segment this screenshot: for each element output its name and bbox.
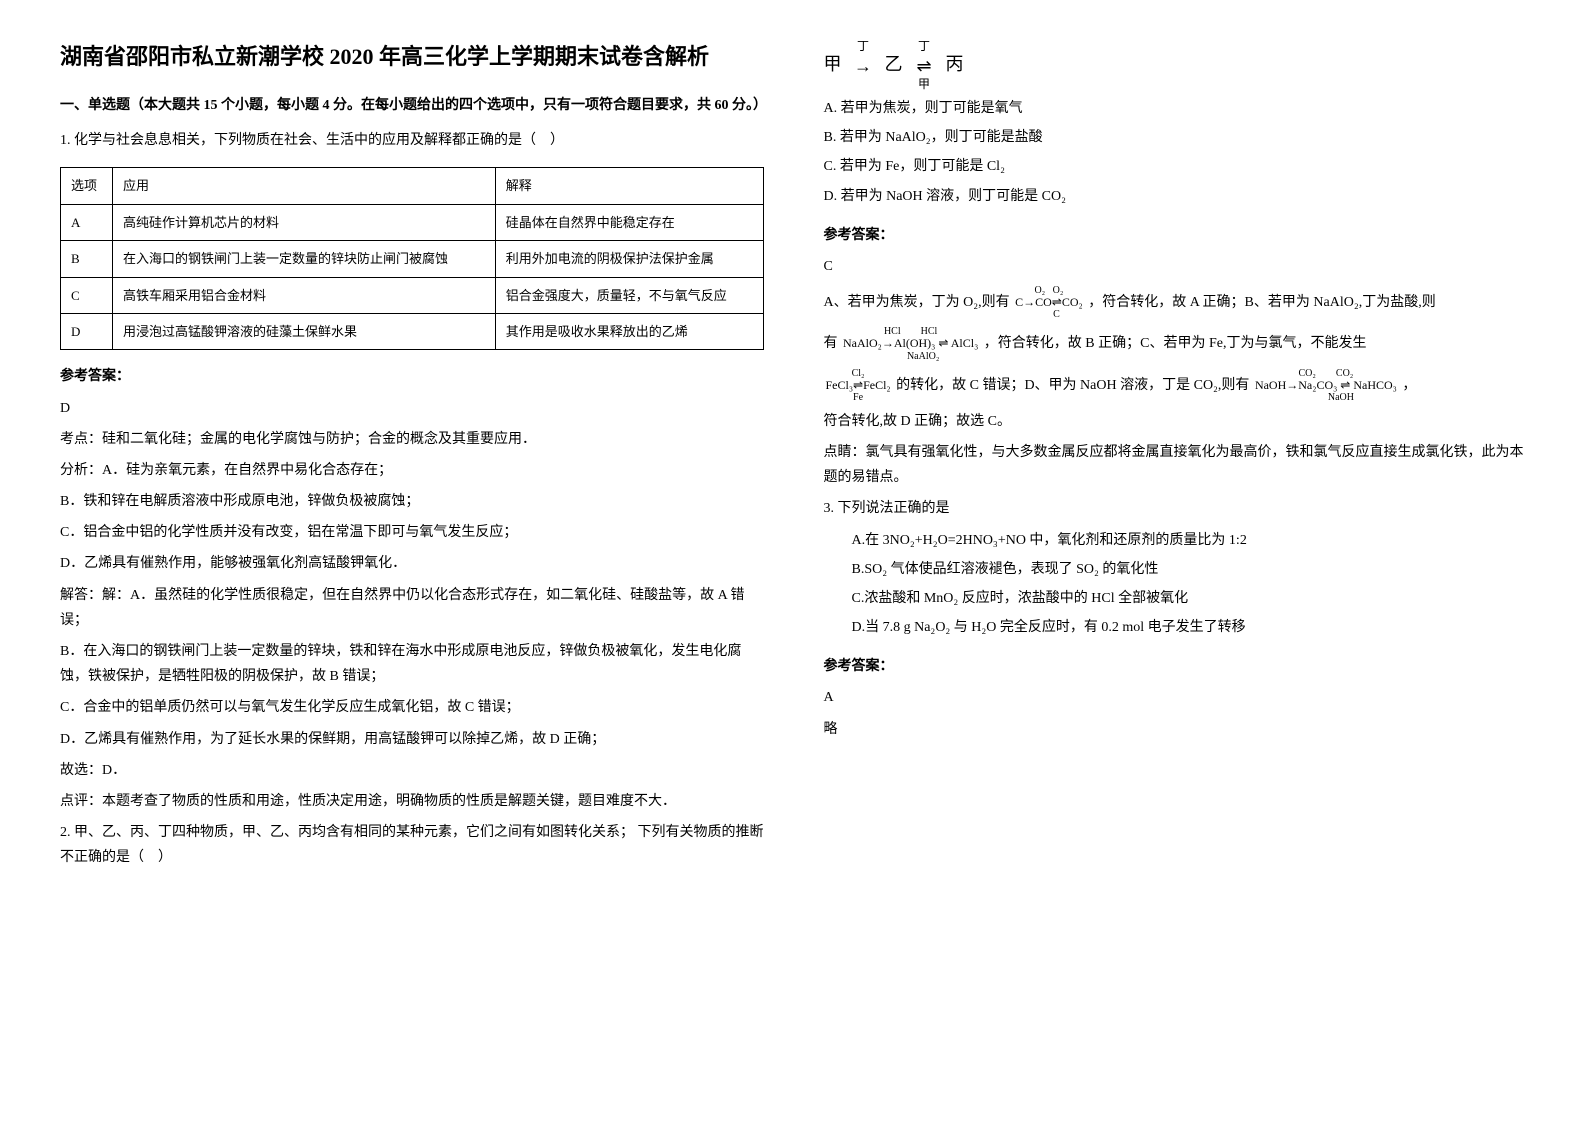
cell: A: [61, 204, 113, 240]
table-row: C 高铁车厢采用铝合金材料 铝合金强度大，质量轻，不与氧气反应: [61, 277, 764, 313]
left-column: 湖南省邵阳市私立新潮学校 2020 年高三化学上学期期末试卷含解析 一、单选题（…: [60, 40, 764, 877]
q1-jieda-b: B．在入海口的钢铁闸门上装一定数量的锌块，铁和锌在海水中形成原电池反应，锌做负极…: [60, 639, 764, 689]
q1-stem: 1. 化学与社会息息相关，下列物质在社会、生活中的应用及解释都正确的是（ ）: [60, 128, 764, 153]
q2-option-c: C. 若甲为 Fe，则丁可能是 Cl₂: [824, 154, 1528, 179]
cell: D: [61, 313, 113, 349]
arrow-top-label: 丁: [846, 36, 880, 58]
q2-option-d: D. 若甲为 NaOH 溶液，则丁可能是 CO₂: [824, 184, 1528, 209]
text: A、若甲为焦炭，丁为 O₂,则有: [824, 295, 1010, 310]
arrow-top-label: 丁: [907, 36, 941, 58]
q3-option-a: A.在 3NO₂+H₂O=2HNO₃+NO 中，氧化剂和还原剂的质量比为 1:2: [824, 528, 1528, 553]
q2-option-a: A. 若甲为焦炭，则丁可能是氧气: [824, 96, 1528, 121]
q1-table: 选项 应用 解释 A 高纯硅作计算机芯片的材料 硅晶体在自然界中能稳定存在 B …: [60, 167, 764, 350]
part1-heading: 一、单选题（本大题共 15 个小题，每小题 4 分。在每小题给出的四个选项中，只…: [60, 93, 764, 118]
q2-stem: 2. 甲、乙、丙、丁四种物质，甲、乙、丙均含有相同的某种元素，它们之间有如图转化…: [60, 820, 764, 870]
q1-kaodian: 考点：硅和二氧化硅；金属的电化学腐蚀与防护；合金的概念及其重要应用．: [60, 427, 764, 452]
q3-stem: 3. 下列说法正确的是: [824, 496, 1528, 521]
table-row: D 用浸泡过高锰酸钾溶液的硅藻土保鲜水果 其作用是吸收水果释放出的乙烯: [61, 313, 764, 349]
q1-answer: D: [60, 396, 764, 421]
text: 有: [824, 336, 838, 351]
q3-option-b: B.SO₂ 气体使品红溶液褪色，表现了 SO₂ 的氧化性: [824, 557, 1528, 582]
q1-answer-label: 参考答案：: [60, 364, 764, 389]
q1-guxuan: 故选：D．: [60, 758, 764, 783]
doc-title: 湖南省邵阳市私立新潮学校 2020 年高三化学上学期期末试卷含解析: [60, 40, 764, 73]
cell: 高纯硅作计算机芯片的材料: [113, 204, 496, 240]
cell: 利用外加电流的阴极保护法保护金属: [495, 241, 763, 277]
node-jia: 甲: [824, 54, 842, 74]
th-option: 选项: [61, 168, 113, 204]
cell: C: [61, 277, 113, 313]
cell: 其作用是吸收水果释放出的乙烯: [495, 313, 763, 349]
text: ，符合转化，故 B 正确；C、若甲为 Fe,丁为与氯气，不能发生: [984, 336, 1367, 351]
q1-fenxi-a: 分析：A．硅为亲氧元素，在自然界中易化合态存在；: [60, 458, 764, 483]
q2-answer: C: [824, 254, 1528, 279]
formula-naalo2: HCl HCl NaAlO₂→Al(OH)₃ ⇌ AlCl₃ NaAlO₂: [843, 326, 978, 361]
cell: B: [61, 241, 113, 277]
q2-explain-a: A、若甲为焦炭，丁为 O₂,则有 O₂ O₂ C→CO⇌CO₂ C ，符合转化，…: [824, 285, 1528, 320]
th-app: 应用: [113, 168, 496, 204]
cell: 铝合金强度大，质量轻，不与氧气反应: [495, 277, 763, 313]
arrow-2: 丁 ⇌ 甲: [907, 50, 941, 82]
formula-fecl: Cl₂ FeCl₃⇌FeCl₂ Fe: [826, 368, 891, 403]
formula-naoh: CO₂ CO₂ NaOH→Na₂CO₃ ⇌ NaHCO₃ NaOH: [1255, 368, 1397, 403]
q3-lue: 略: [824, 717, 1528, 742]
th-exp: 解释: [495, 168, 763, 204]
node-bing: 丙: [946, 54, 964, 74]
q2-explain-b: 有 HCl HCl NaAlO₂→Al(OH)₃ ⇌ AlCl₃ NaAlO₂ …: [824, 326, 1528, 361]
q1-fenxi-c: C．铝合金中铝的化学性质并没有改变，铝在常温下即可与氧气发生反应；: [60, 520, 764, 545]
right-column: 甲 丁 → 乙 丁 ⇌ 甲 丙 A. 若甲为焦炭，则丁可能是氧气 B. 若甲为 …: [824, 40, 1528, 877]
q2-dianjing: 点睛：氯气具有强氧化性，与大多数金属反应都将金属直接氧化为最高价，铁和氯气反应直…: [824, 440, 1528, 490]
cell: 用浸泡过高锰酸钾溶液的硅藻土保鲜水果: [113, 313, 496, 349]
q2-diagram: 甲 丁 → 乙 丁 ⇌ 甲 丙: [824, 48, 1528, 82]
q2-explain-c: Cl₂ FeCl₃⇌FeCl₂ Fe 的转化，故 C 错误；D、甲为 NaOH …: [824, 368, 1528, 403]
table-row: B 在入海口的钢铁闸门上装一定数量的锌块防止闸门被腐蚀 利用外加电流的阴极保护法…: [61, 241, 764, 277]
q1-dianping: 点评：本题考查了物质的性质和用途，性质决定用途，明确物质的性质是解题关键，题目难…: [60, 789, 764, 814]
formula-c-co: O₂ O₂ C→CO⇌CO₂ C: [1015, 285, 1083, 320]
q1-jieda-a: 解答：解：A．虽然硅的化学性质很稳定，但在自然界中仍以化合态形式存在，如二氧化硅…: [60, 583, 764, 633]
text: 的转化，故 C 错误；D、甲为 NaOH 溶液，丁是 CO₂,则有: [896, 377, 1249, 392]
q1-jieda-d: D．乙烯具有催熟作用，为了延长水果的保鲜期，用高锰酸钾可以除掉乙烯，故 D 正确…: [60, 727, 764, 752]
cell: 高铁车厢采用铝合金材料: [113, 277, 496, 313]
page-root: 湖南省邵阳市私立新潮学校 2020 年高三化学上学期期末试卷含解析 一、单选题（…: [60, 40, 1527, 877]
q2-answer-label: 参考答案：: [824, 223, 1528, 248]
cell: 在入海口的钢铁闸门上装一定数量的锌块防止闸门被腐蚀: [113, 241, 496, 277]
q1-fenxi-d: D．乙烯具有催熟作用，能够被强氧化剂高锰酸钾氧化．: [60, 551, 764, 576]
q3-answer: A: [824, 685, 1528, 710]
table-row: 选项 应用 解释: [61, 168, 764, 204]
node-yi: 乙: [885, 54, 903, 74]
q3-option-d: D.当 7.8 g Na₂O₂ 与 H₂O 完全反应时，有 0.2 mol 电子…: [824, 615, 1528, 640]
cell: 硅晶体在自然界中能稳定存在: [495, 204, 763, 240]
q3-answer-label: 参考答案：: [824, 654, 1528, 679]
text: ，符合转化，故 A 正确；B、若甲为 NaAlO₂,丁为盐酸,则: [1088, 295, 1436, 310]
arrow-bot-label: 甲: [907, 74, 941, 96]
table-row: A 高纯硅作计算机芯片的材料 硅晶体在自然界中能稳定存在: [61, 204, 764, 240]
text: ，: [1402, 377, 1416, 392]
q1-jieda-c: C．合金中的铝单质仍然可以与氧气发生化学反应生成氧化铝，故 C 错误；: [60, 695, 764, 720]
q2-cont: 符合转化,故 D 正确；故选 C。: [824, 409, 1528, 434]
q2-option-b: B. 若甲为 NaAlO₂，则丁可能是盐酸: [824, 125, 1528, 150]
q1-fenxi-b: B．铁和锌在电解质溶液中形成原电池，锌做负极被腐蚀；: [60, 489, 764, 514]
arrow-1: 丁 →: [846, 50, 880, 82]
q3-option-c: C.浓盐酸和 MnO₂ 反应时，浓盐酸中的 HCl 全部被氧化: [824, 586, 1528, 611]
